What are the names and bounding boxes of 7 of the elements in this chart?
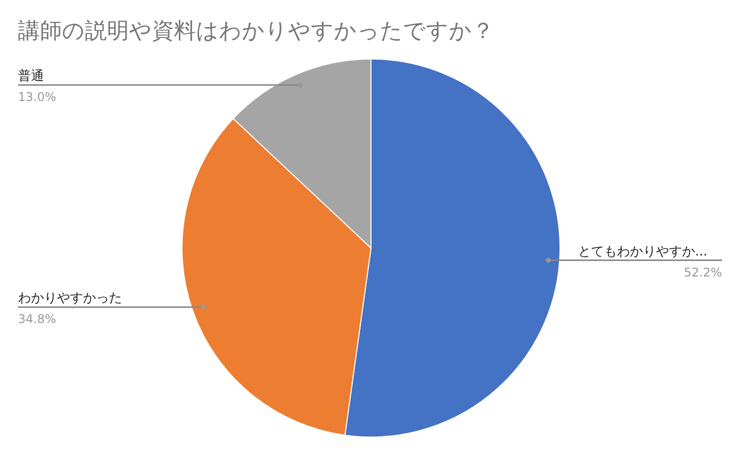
data-label: 52.2% [684, 265, 722, 280]
slice-label: 普通 [18, 68, 44, 84]
slice-label: わかりやすかった [18, 291, 122, 306]
data-label: 13.0% [18, 90, 56, 104]
slice-label: とてもわかりやすか... [578, 244, 708, 260]
chart-title: 講師の説明や資料はわかりやすかったですか？ [18, 19, 494, 44]
data-label: 34.8% [18, 312, 56, 326]
